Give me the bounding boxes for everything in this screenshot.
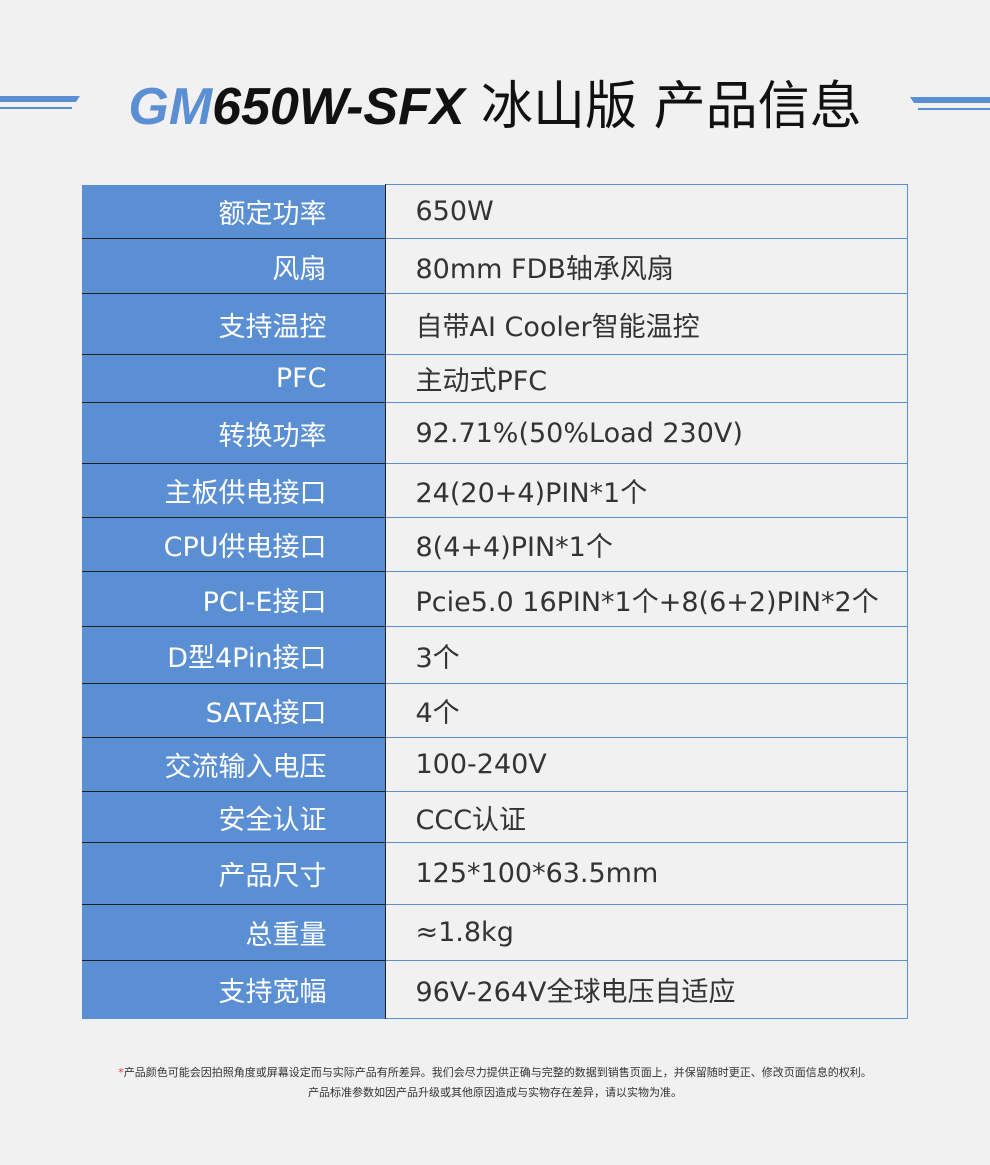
spec-row: 总重量 ≈1.8kg xyxy=(82,904,908,961)
spec-value: 主动式PFC xyxy=(385,354,908,403)
spec-label: PFC xyxy=(82,354,386,403)
spec-value: 650W xyxy=(385,184,908,239)
right-decor-bar xyxy=(910,97,990,103)
spec-row: 主板供电接口 24(20+4)PIN*1个 xyxy=(82,463,908,518)
spec-row: 额定功率 650W xyxy=(82,184,908,239)
left-decor-bar xyxy=(0,96,80,102)
spec-value: CCC认证 xyxy=(385,791,908,843)
model-prefix: GM xyxy=(128,78,213,136)
spec-label: 额定功率 xyxy=(82,184,386,239)
spec-label: 主板供电接口 xyxy=(82,463,386,518)
spec-value: 4个 xyxy=(385,683,908,738)
spec-value: 100-240V xyxy=(385,737,908,792)
heading: 产品信息 xyxy=(653,77,862,137)
spec-row: 交流输入电压 100-240V xyxy=(82,737,908,792)
spec-label: CPU供电接口 xyxy=(82,517,386,572)
footnote-line2: 产品标准参数如因产品升级或其他原因造成与实物存在差异，请以实物为准。 xyxy=(308,1086,682,1099)
left-decor-line xyxy=(0,107,72,109)
spec-value: 自带AI Cooler智能温控 xyxy=(385,293,908,355)
spec-value: 24(20+4)PIN*1个 xyxy=(385,463,908,518)
spec-label: 支持温控 xyxy=(82,293,386,355)
spec-row: 支持宽幅 96V-264V全球电压自适应 xyxy=(82,960,908,1019)
spec-label: 转换功率 xyxy=(82,402,386,464)
spec-row: D型4Pin接口 3个 xyxy=(82,626,908,684)
spec-table: 额定功率 650W 风扇 80mm FDB轴承风扇 支持温控 自带AI Cooler智能温… xyxy=(82,184,908,1019)
spec-value: Pcie5.0 16PIN*1个+8(6+2)PIN*2个 xyxy=(385,571,908,627)
model-name: 650W-SFX xyxy=(212,78,465,136)
spec-row: 安全认证 CCC认证 xyxy=(82,791,908,843)
spec-label: PCI-E接口 xyxy=(82,571,386,627)
spec-row: 产品尺寸 125*100*63.5mm xyxy=(82,842,908,905)
footnote-text1: 产品颜色可能会因拍照角度或屏幕设定而与实际产品有所差异。我们会尽力提供正确与完整… xyxy=(123,1066,872,1079)
spec-row: 转换功率 92.71%(50%Load 230V) xyxy=(82,402,908,464)
spec-label: D型4Pin接口 xyxy=(82,626,386,684)
spec-row: 风扇 80mm FDB轴承风扇 xyxy=(82,238,908,294)
page-title: GM650W-SFX 冰山版 产品信息 xyxy=(0,72,990,142)
spec-value: 96V-264V全球电压自适应 xyxy=(385,960,908,1019)
spec-value: ≈1.8kg xyxy=(385,904,908,961)
spec-label: 支持宽幅 xyxy=(82,960,386,1019)
edition: 冰山版 xyxy=(481,77,638,137)
spec-row: 支持温控 自带AI Cooler智能温控 xyxy=(82,293,908,355)
spec-label: 产品尺寸 xyxy=(82,842,386,905)
spec-label: 总重量 xyxy=(82,904,386,961)
spec-row: PFC 主动式PFC xyxy=(82,354,908,403)
spec-row: CPU供电接口 8(4+4)PIN*1个 xyxy=(82,517,908,572)
spec-row: SATA接口 4个 xyxy=(82,683,908,738)
spec-value: 3个 xyxy=(385,626,908,684)
footnote-line1: *产品颜色可能会因拍照角度或屏幕设定而与实际产品有所差异。我们会尽力提供正确与完… xyxy=(0,1064,990,1080)
spec-label: 交流输入电压 xyxy=(82,737,386,792)
spec-label: 安全认证 xyxy=(82,791,386,843)
spec-value: 125*100*63.5mm xyxy=(385,842,908,905)
spec-value: 8(4+4)PIN*1个 xyxy=(385,517,908,572)
spec-label: 风扇 xyxy=(82,238,386,294)
footnote-star: * xyxy=(118,1066,124,1079)
spec-value: 80mm FDB轴承风扇 xyxy=(385,238,908,294)
spec-value: 92.71%(50%Load 230V) xyxy=(385,402,908,464)
spec-label: SATA接口 xyxy=(82,683,386,738)
spec-row: PCI-E接口 Pcie5.0 16PIN*1个+8(6+2)PIN*2个 xyxy=(82,571,908,627)
right-decor-line xyxy=(918,108,990,110)
